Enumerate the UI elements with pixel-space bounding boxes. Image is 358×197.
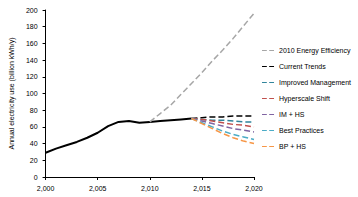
svg-text:80: 80 [30,107,38,114]
svg-text:180: 180 [26,23,38,30]
svg-text:60: 60 [30,123,38,130]
svg-text:2,000: 2,000 [37,185,55,192]
svg-text:160: 160 [26,40,38,47]
svg-text:20: 20 [30,157,38,164]
svg-text:IM + HS: IM + HS [279,111,305,118]
svg-text:2,005: 2,005 [89,185,107,192]
svg-text:Annual electricity use (billio: Annual electricity use (billion kWh/y) [8,37,16,149]
svg-text:40: 40 [30,140,38,147]
svg-text:140: 140 [26,57,38,64]
svg-text:2,015: 2,015 [193,185,211,192]
svg-text:100: 100 [26,90,38,97]
svg-text:Current Trends: Current Trends [279,63,326,70]
svg-text:200: 200 [26,7,38,14]
svg-text:0: 0 [34,174,38,181]
svg-text:Hyperscale Shift: Hyperscale Shift [279,95,330,103]
svg-text:2010 Energy Efficiency: 2010 Energy Efficiency [279,47,351,55]
svg-text:Improved Management: Improved Management [279,79,351,87]
svg-text:BP + HS: BP + HS [279,143,306,150]
svg-text:2,020: 2,020 [245,185,263,192]
svg-text:2,010: 2,010 [141,185,159,192]
svg-text:Best Practices: Best Practices [279,127,324,134]
svg-text:120: 120 [26,73,38,80]
